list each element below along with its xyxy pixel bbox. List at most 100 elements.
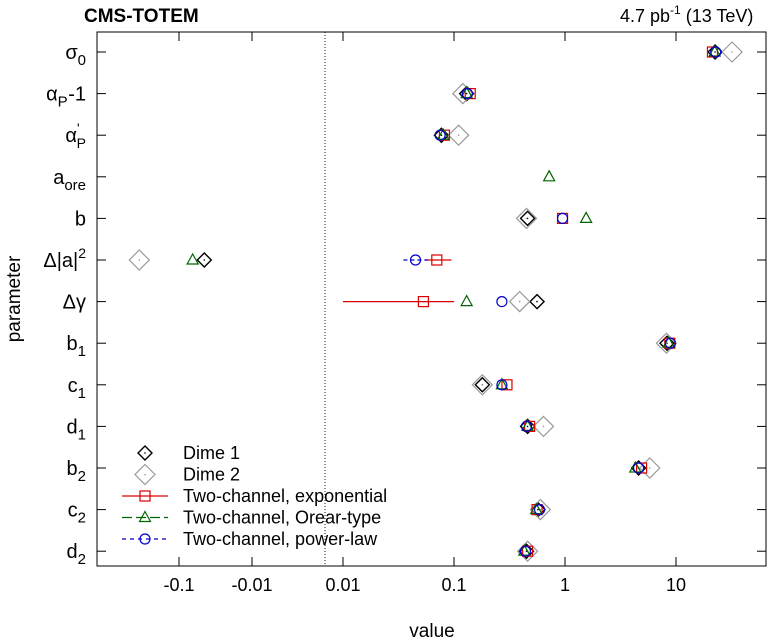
experiment-title: CMS-TOTEM xyxy=(84,6,199,27)
y-label-subscript: 2 xyxy=(78,468,86,485)
data-point xyxy=(529,293,546,310)
energy-label: (13 TeV) xyxy=(686,6,754,26)
y-label-superscript: ' xyxy=(77,120,80,136)
data-point xyxy=(471,373,494,396)
data-point xyxy=(556,212,569,224)
x-tick-label: 0.1 xyxy=(441,575,466,595)
data-point xyxy=(515,207,538,230)
y-label-symbol: b xyxy=(75,208,86,230)
x-axis-label: value xyxy=(409,621,454,642)
luminosity-exponent: -1 xyxy=(670,3,681,17)
data-point xyxy=(501,379,513,391)
data-point xyxy=(433,127,450,144)
y-label-symbol: a xyxy=(53,167,65,189)
series-1 xyxy=(128,41,743,563)
legend-marker xyxy=(138,510,152,523)
y-label-symbol: c xyxy=(68,375,78,397)
y-label-subscript: 0 xyxy=(78,52,86,69)
series-0 xyxy=(196,44,724,560)
data-point xyxy=(579,211,593,223)
y-label-symbol: b xyxy=(67,458,78,480)
data-point xyxy=(632,462,645,474)
y-tick-label-d1: d1 xyxy=(67,416,86,443)
x-tick-label: 0.01 xyxy=(325,575,360,595)
y-tick-label-d2: d2 xyxy=(67,541,86,568)
legend-entry-4: Two-channel, power-law xyxy=(122,529,378,549)
data-point xyxy=(708,44,722,57)
y-label-symbol: b xyxy=(67,333,78,355)
data-point xyxy=(417,296,429,308)
legend-marker xyxy=(134,463,156,486)
series-4 xyxy=(403,46,722,557)
x-tick-label: 1 xyxy=(560,575,570,595)
data-point xyxy=(461,87,473,100)
y-label-subscript: 2 xyxy=(78,551,86,568)
y-tick-label-aore: aore xyxy=(53,167,86,194)
x-axis-ticks: -0.1 -0.01 0.01 0.1 1 10 xyxy=(163,32,686,595)
x-tick-label: -0.1 xyxy=(163,575,194,595)
data-point xyxy=(638,457,661,479)
y-label-symbol: σ xyxy=(65,42,78,64)
data-point xyxy=(409,254,422,266)
y-tick-label-sigma0: σ0 xyxy=(65,42,86,69)
data-point xyxy=(464,87,476,100)
y-label-superscript: 2 xyxy=(78,245,86,261)
series-3 xyxy=(186,44,722,556)
data-point xyxy=(496,379,508,391)
data-point xyxy=(196,252,213,268)
legend-label: Two-channel, exponential xyxy=(183,486,387,506)
data-point xyxy=(521,419,535,431)
data-point xyxy=(517,543,531,556)
legend-entry-1: Dime 2 xyxy=(134,463,240,486)
y-label-symbol: Δ|a| xyxy=(43,250,78,272)
y-label-symbol: c xyxy=(68,500,78,522)
data-point xyxy=(636,462,648,474)
data-point xyxy=(186,252,200,265)
data-point xyxy=(533,504,546,516)
data-point xyxy=(460,294,474,307)
y-tick-label-alphaPprime: α' P xyxy=(65,120,86,151)
data-marks xyxy=(128,41,743,563)
y-label-symbol: Δγ xyxy=(63,292,86,314)
legend-entry-0: Dime 1 xyxy=(137,443,240,463)
legend-label: Dime 1 xyxy=(183,443,240,463)
y-label-symbol: α xyxy=(46,84,58,106)
luminosity-label: 4.7 pb-1 (13 TeV) xyxy=(620,3,753,26)
y-tick-label-alphaP: αP -1 xyxy=(46,84,86,111)
y-axis-label: parameter xyxy=(4,255,25,342)
plot-frame xyxy=(96,31,767,567)
data-point xyxy=(495,377,509,390)
y-tick-label-b1: b1 xyxy=(67,333,86,360)
legend-marker xyxy=(137,445,153,461)
data-point xyxy=(542,169,556,182)
legend-entry-3: Two-channel, Orear-type xyxy=(122,508,381,528)
y-label-subscript: 1 xyxy=(78,385,86,402)
legend-marker xyxy=(139,533,151,545)
data-point xyxy=(508,290,531,313)
legend-label: Dime 2 xyxy=(183,465,240,485)
data-point xyxy=(710,46,722,58)
data-point xyxy=(128,249,151,271)
legend-label: Two-channel, Orear-type xyxy=(183,508,381,528)
x-tick-label: 10 xyxy=(666,575,686,595)
data-point xyxy=(519,210,536,227)
legend-entry-2: Two-channel, exponential xyxy=(122,486,387,506)
y-label-symbol: d xyxy=(67,416,78,438)
data-point xyxy=(664,337,676,349)
data-point xyxy=(431,254,443,266)
data-point xyxy=(519,545,532,557)
y-label-subscript: P xyxy=(77,135,86,151)
y-label-subscript: 1 xyxy=(78,343,86,360)
y-label-subscript: 1 xyxy=(78,426,86,443)
data-point xyxy=(519,418,536,435)
y-tick-label-deltaGamma: Δγ xyxy=(63,292,86,314)
y-label-subscript: 2 xyxy=(78,510,86,527)
luminosity-value: 4.7 pb xyxy=(620,6,670,26)
y-label-subscript: P xyxy=(58,94,68,111)
data-point xyxy=(447,124,470,147)
data-point xyxy=(460,86,474,99)
y-label-symbol: α xyxy=(65,125,77,147)
